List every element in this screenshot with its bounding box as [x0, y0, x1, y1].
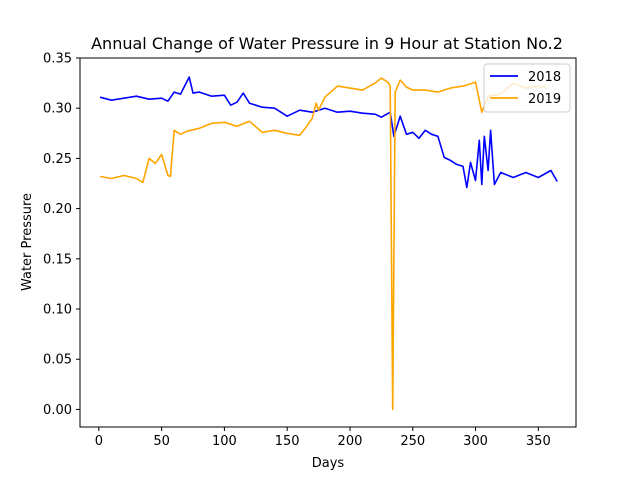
- legend-label-2018: 2018: [528, 70, 561, 85]
- x-tick-label: 300: [463, 434, 488, 449]
- y-tick-label: 0.05: [43, 353, 72, 368]
- legend: 2018 2019: [483, 63, 571, 113]
- y-tick-label: 0.00: [43, 403, 72, 418]
- x-tick-label: 50: [153, 434, 170, 449]
- y-tick-label: 0.10: [43, 303, 72, 318]
- series-line-2019: [99, 77, 548, 411]
- y-tick-label: 0.15: [43, 252, 72, 267]
- y-tick-label: 0.20: [43, 202, 72, 217]
- chart-title: Annual Change of Water Pressure in 9 Hou…: [91, 34, 563, 53]
- x-axis-label: Days: [312, 456, 345, 471]
- plot-frame: [79, 57, 577, 428]
- series-line-2018: [99, 76, 558, 189]
- legend-label-2019: 2019: [528, 92, 561, 107]
- x-tick-label: 0: [95, 434, 103, 449]
- y-tick-label: 0.35: [43, 52, 72, 67]
- x-tick-label: 200: [338, 434, 363, 449]
- y-axis-label: Water Pressure: [20, 193, 35, 291]
- x-tick-label: 250: [400, 434, 425, 449]
- y-tick-label: 0.30: [43, 102, 72, 117]
- series-layer: [99, 76, 558, 411]
- y-tick-label: 0.25: [43, 152, 72, 167]
- x-tick-label: 100: [212, 434, 237, 449]
- x-axis: 0 50 100 150 200 250 300 350: [95, 427, 551, 449]
- y-axis: 0.00 0.05 0.10 0.15 0.20 0.25 0.30 0.35: [43, 52, 80, 418]
- x-tick-label: 150: [275, 434, 300, 449]
- x-tick-label: 350: [526, 434, 551, 449]
